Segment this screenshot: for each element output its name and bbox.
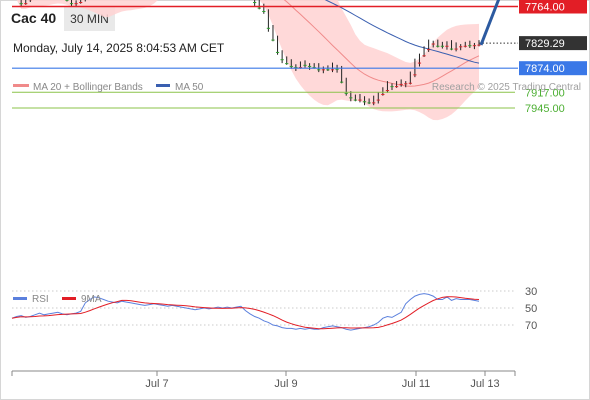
forecast-arrow-shaft bbox=[479, 0, 501, 46]
candle-body bbox=[367, 102, 371, 104]
rsi-tick-label: 50 bbox=[525, 303, 537, 315]
ma50-legend-label: MA 50 bbox=[175, 82, 204, 93]
candle-body bbox=[463, 45, 467, 47]
datetime-label: Monday, July 14, 2025 8:04:53 AM CET bbox=[13, 41, 225, 55]
candle-body bbox=[24, 3, 28, 5]
support-label: 7764.00 bbox=[525, 2, 565, 14]
candle-body bbox=[257, 7, 261, 9]
candle-body bbox=[417, 62, 422, 64]
candle-body bbox=[271, 39, 275, 41]
candle-body bbox=[427, 49, 431, 51]
credit-text: Research © 2025 Trading Central bbox=[432, 82, 581, 93]
pivot-label: 7874.00 bbox=[525, 63, 565, 75]
ma20-legend-swatch bbox=[13, 84, 29, 87]
candle-body bbox=[477, 44, 481, 46]
candle-body bbox=[394, 86, 399, 88]
price-levels-layer: 7945.007917.007874.007829.297764.007731.… bbox=[12, 0, 587, 115]
candle-body bbox=[321, 69, 325, 71]
time-axis-label: Jul 7 bbox=[145, 378, 168, 390]
candle-body bbox=[362, 101, 367, 103]
candle-body bbox=[312, 67, 316, 69]
ma50-line bbox=[324, 0, 480, 64]
candle-body bbox=[468, 45, 472, 47]
rsi-legend-swatch bbox=[13, 297, 27, 300]
time-axis-label: Jul 13 bbox=[470, 378, 499, 390]
candle-body bbox=[436, 45, 440, 47]
candle-body bbox=[330, 69, 335, 71]
ma20-legend-label: MA 20 + Bollinger Bands bbox=[33, 82, 143, 93]
candle-body bbox=[390, 86, 394, 88]
candle-body bbox=[404, 83, 408, 85]
bollinger-band bbox=[16, 0, 479, 121]
instrument-title: Cac 40 bbox=[11, 10, 57, 26]
ma9-legend-swatch bbox=[62, 297, 76, 300]
candle-body bbox=[459, 46, 463, 48]
candle-body bbox=[307, 65, 312, 67]
candle-body bbox=[303, 64, 307, 66]
candle-body bbox=[440, 45, 444, 47]
candle-body bbox=[408, 82, 412, 84]
bollinger-band-layer bbox=[16, 0, 479, 121]
candle-body bbox=[431, 43, 435, 45]
candle-body bbox=[454, 48, 458, 50]
candle-body bbox=[376, 99, 380, 101]
time-axis-layer: Jul 7 Jul 9 Jul 11 Jul 13 bbox=[11, 370, 516, 390]
rsi-line bbox=[11, 293, 480, 331]
candle-body bbox=[69, 3, 74, 5]
ma50-legend-swatch bbox=[156, 84, 170, 87]
candle-body bbox=[349, 97, 353, 99]
candle-body bbox=[79, 2, 83, 4]
resistance-label: 7917.00 bbox=[525, 87, 565, 99]
candle-body bbox=[298, 67, 303, 69]
candle-body bbox=[74, 3, 78, 5]
candle-body bbox=[445, 45, 449, 47]
candles-layer bbox=[19, 0, 481, 106]
candle-body bbox=[289, 65, 293, 67]
candle-body bbox=[372, 102, 376, 104]
candle-body bbox=[335, 68, 339, 70]
candle-body bbox=[381, 93, 385, 95]
time-axis-label: Jul 11 bbox=[402, 378, 431, 390]
candle-body bbox=[340, 81, 344, 83]
candle-body bbox=[285, 63, 289, 65]
candle-body bbox=[422, 55, 426, 57]
last-price-tag bbox=[519, 36, 587, 51]
candle-body bbox=[449, 48, 454, 50]
rsi-legend-label: RSI bbox=[32, 294, 49, 305]
candle-body bbox=[385, 90, 390, 92]
candle-body bbox=[266, 27, 270, 29]
candle-body bbox=[399, 83, 403, 85]
candle-body bbox=[317, 69, 321, 71]
support-tag bbox=[519, 0, 587, 14]
rsi-tick-label: 70 bbox=[525, 320, 537, 332]
ma9-legend-label: 9MA bbox=[81, 294, 102, 305]
time-axis-label: Jul 9 bbox=[274, 378, 297, 390]
candle-body bbox=[344, 92, 348, 94]
rsi-ma9-line bbox=[11, 296, 480, 330]
candle-body bbox=[262, 10, 266, 12]
candle-body bbox=[19, 3, 23, 5]
pivot-tag bbox=[519, 61, 587, 76]
candle-body bbox=[294, 67, 298, 69]
candle-body bbox=[358, 99, 362, 101]
candle-body bbox=[472, 45, 477, 47]
candle-body bbox=[326, 69, 330, 71]
candle-body bbox=[280, 59, 284, 61]
candle-body bbox=[275, 51, 280, 53]
candle-body bbox=[65, 0, 69, 1]
candle-body bbox=[413, 74, 417, 76]
candle-body bbox=[353, 99, 357, 101]
candle-body bbox=[253, 2, 257, 4]
last-price-label: 7829.29 bbox=[525, 38, 565, 50]
rsi-tick-label: 30 bbox=[525, 286, 537, 298]
rsi-layer: 70 50 30 bbox=[11, 286, 537, 332]
resistance-label: 7945.00 bbox=[525, 103, 565, 115]
